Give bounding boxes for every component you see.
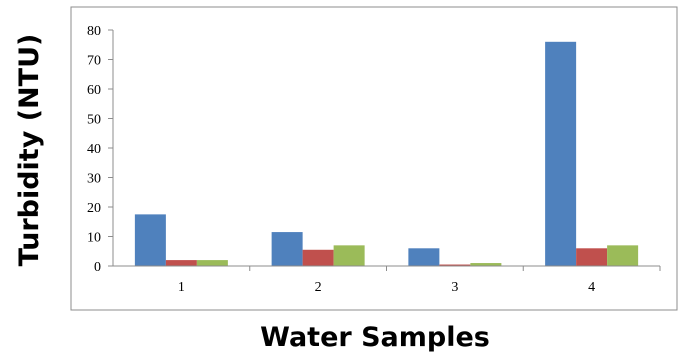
y-tick-label: 0: [94, 260, 101, 275]
bar: [545, 41, 577, 266]
y-tick-label: 50: [87, 113, 101, 128]
x-axis-ticks: 1 2 3 4: [178, 266, 661, 295]
bar: [470, 263, 502, 266]
y-axis-ticks: 0 10 20 30 40 50 60 70 80: [87, 24, 113, 275]
x-tick-label: 4: [588, 280, 595, 295]
y-tick-label: 40: [87, 142, 101, 157]
x-axis-title: Water Samples: [260, 322, 490, 353]
y-axis-title: Turbidity (NTU): [14, 34, 45, 267]
x-tick-label: 2: [315, 280, 322, 295]
y-tick-label: 20: [87, 201, 101, 216]
x-tick-label: 3: [451, 280, 458, 295]
y-tick-label: 60: [87, 83, 101, 98]
y-tick-label: 30: [87, 172, 101, 187]
bar: [302, 249, 334, 266]
bar: [165, 260, 197, 266]
y-tick-label: 70: [87, 54, 101, 69]
bar: [134, 214, 166, 266]
bar: [333, 245, 365, 266]
bar: [408, 248, 440, 266]
bar: [439, 264, 471, 266]
bar: [196, 260, 228, 266]
y-tick-label: 10: [87, 231, 101, 246]
bar: [576, 248, 608, 266]
bar: [271, 232, 303, 266]
bar-series: [134, 41, 639, 266]
bar: [607, 245, 639, 266]
chart-frame: [70, 6, 678, 311]
y-tick-label: 80: [87, 24, 101, 39]
x-tick-label: 1: [178, 280, 185, 295]
